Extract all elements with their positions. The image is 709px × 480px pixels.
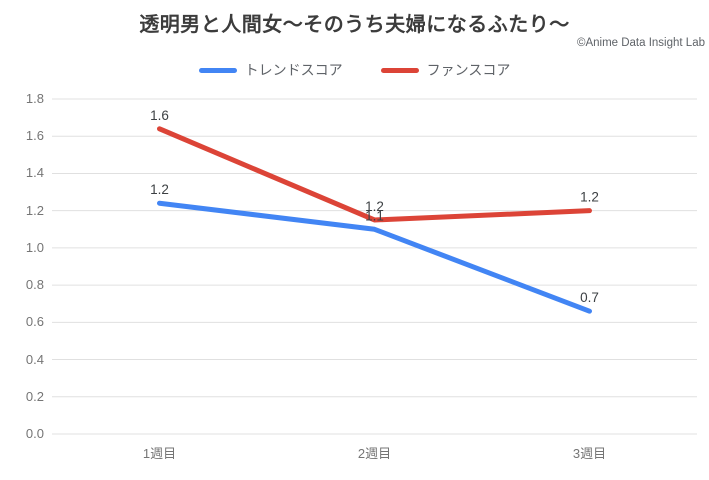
point-label: 1.2 xyxy=(365,199,384,214)
y-tick-label: 1.0 xyxy=(25,239,44,255)
point-label: 1.6 xyxy=(150,108,169,123)
y-tick-label: 0.2 xyxy=(25,388,44,404)
point-label: 1.2 xyxy=(580,190,599,205)
point-label: 0.7 xyxy=(580,290,599,305)
y-tick-label: 1.8 xyxy=(25,91,44,106)
y-tick-label: 1.4 xyxy=(25,165,44,181)
y-tick-label: 1.6 xyxy=(25,128,44,144)
y-tick-label: 0.8 xyxy=(25,277,44,293)
legend-label: ファンスコア xyxy=(426,62,511,78)
x-tick-label: 3週目 xyxy=(572,446,607,461)
legend-swatch xyxy=(198,67,237,73)
chart-title: 透明男と人間女～そのうち夫婦になるふたり～ xyxy=(139,14,570,36)
legend-label: トレンドスコア xyxy=(244,62,343,78)
legend-item: トレンドスコア xyxy=(198,60,343,80)
x-tick-label: 2週目 xyxy=(357,446,392,461)
legend-item: ファンスコア xyxy=(380,60,511,80)
watermark: ©Anime Data Insight Lab xyxy=(576,37,705,49)
point-label: 1.2 xyxy=(150,182,169,197)
y-tick-label: 1.2 xyxy=(25,202,44,218)
y-tick-label: 0.6 xyxy=(25,314,44,330)
series-line xyxy=(157,200,592,314)
x-tick-label: 1週目 xyxy=(142,446,177,461)
y-tick-label: 0.0 xyxy=(25,426,44,441)
series-line xyxy=(157,126,592,223)
y-tick-label: 0.4 xyxy=(25,351,44,367)
legend: トレンドスコア ファンスコア xyxy=(0,60,709,80)
legend-swatch xyxy=(380,67,419,73)
point-label: 1.1 xyxy=(365,208,384,223)
